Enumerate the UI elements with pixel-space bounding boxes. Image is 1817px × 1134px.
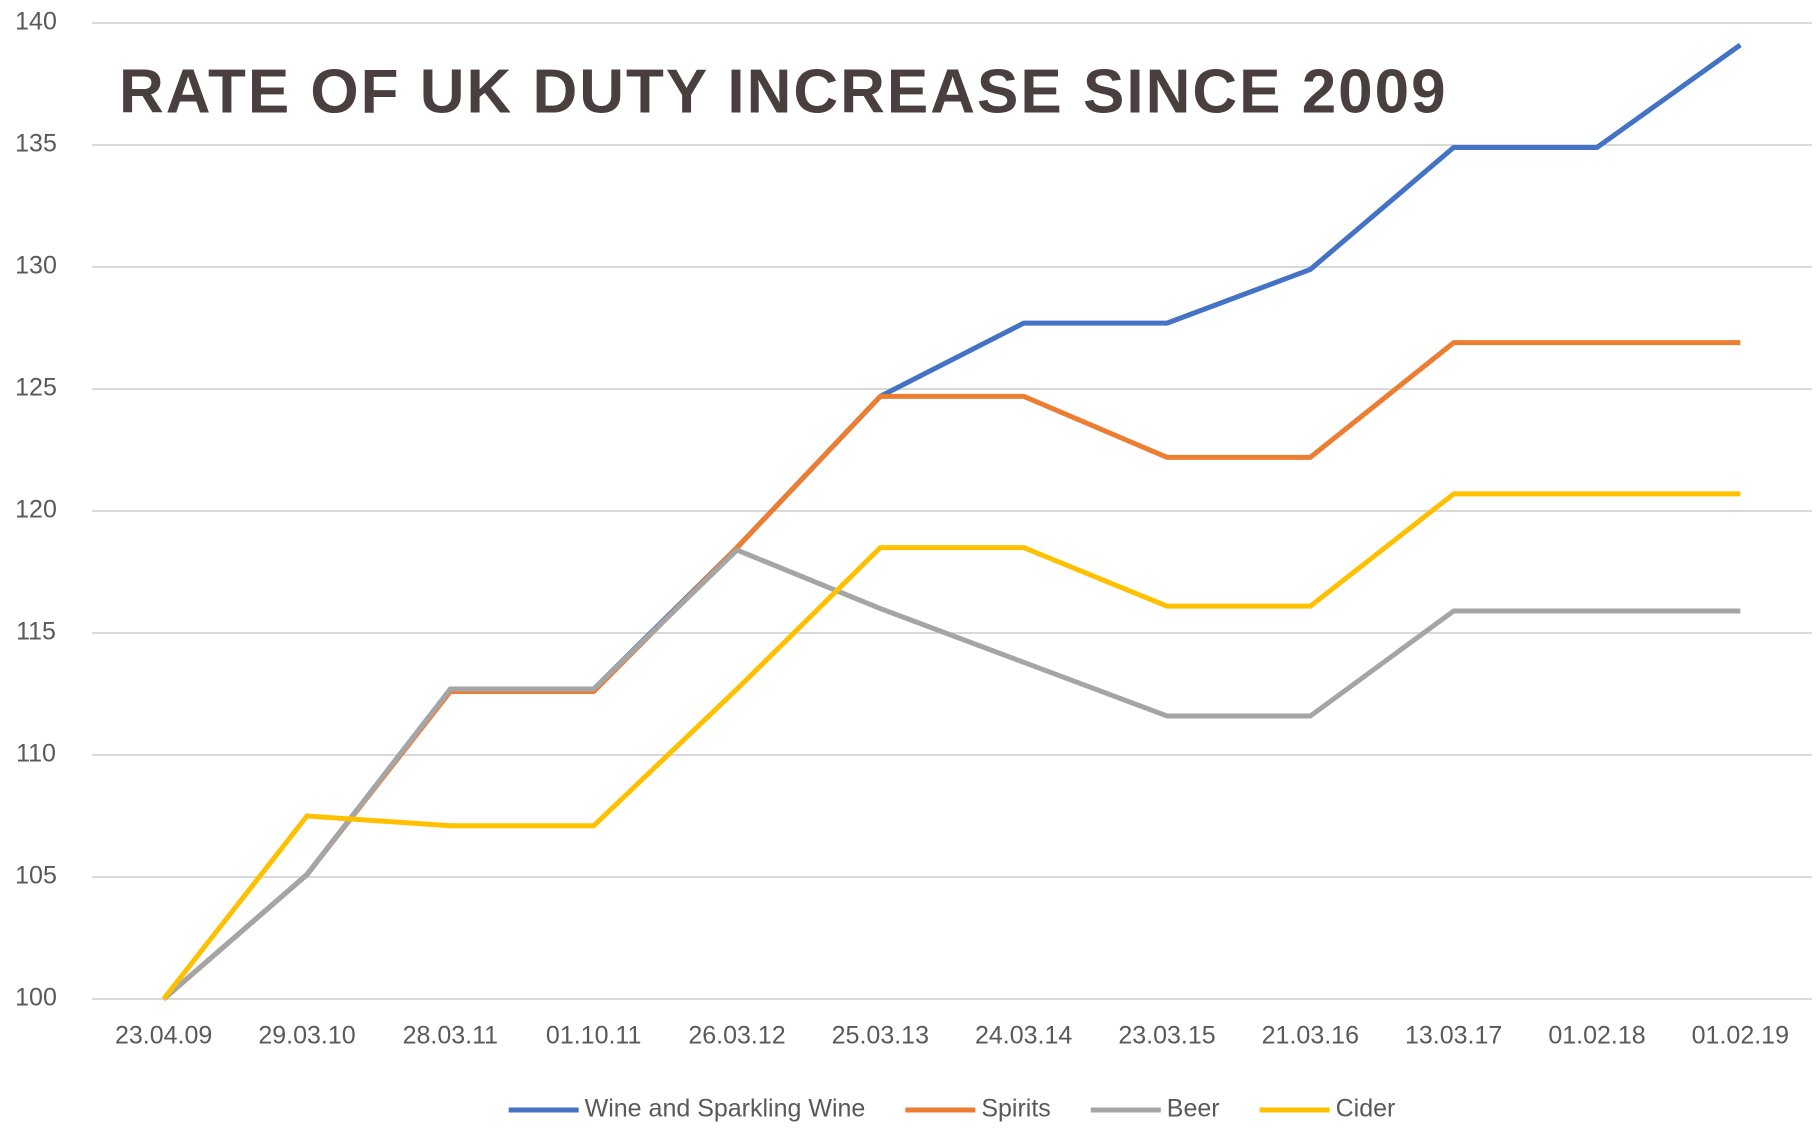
grid <box>92 22 1812 1000</box>
x-tick-label: 13.03.17 <box>1405 1022 1502 1050</box>
series-line <box>162 340 1741 1001</box>
legend-label: Cider <box>1336 1095 1396 1123</box>
y-tick-label: 110 <box>16 740 56 768</box>
y-tick-label: 130 <box>15 252 57 280</box>
y-tick-label: 135 <box>15 130 57 158</box>
series-line <box>162 547 1741 1001</box>
chart-title: RATE OF UK DUTY INCREASE SINCE 2009 <box>119 57 1448 126</box>
x-tick-label: 29.03.10 <box>258 1022 355 1050</box>
lines <box>161 42 1742 1001</box>
y-tick-label: 125 <box>15 374 57 402</box>
y-tick-label: 100 <box>15 984 57 1012</box>
y-tick-label: 115 <box>16 618 56 646</box>
x-tick-label: 25.03.13 <box>832 1022 929 1050</box>
legend-label: Spirits <box>981 1095 1050 1123</box>
legend-label: Wine and Sparkling Wine <box>585 1095 866 1123</box>
legend-item: Wine and Sparkling Wine <box>508 1095 866 1123</box>
legend-item: Beer <box>1090 1095 1220 1123</box>
x-tick-label: 23.04.09 <box>115 1022 212 1050</box>
x-tick-label: 01.02.19 <box>1692 1022 1789 1050</box>
x-tick-label: 23.03.15 <box>1118 1022 1215 1050</box>
legend-label: Beer <box>1167 1095 1220 1123</box>
legend-item: Spirits <box>905 1095 1051 1123</box>
legend: Wine and Sparkling Wine Spirits Beer Cider <box>508 1095 1396 1123</box>
x-tick-label: 26.03.12 <box>688 1022 785 1050</box>
series-line <box>162 42 1742 1001</box>
x-tick-label: 21.03.16 <box>1262 1022 1359 1050</box>
x-tick-label: 24.03.14 <box>975 1022 1072 1050</box>
series-line <box>161 491 1741 1001</box>
x-tick-label: 28.03.11 <box>403 1022 498 1050</box>
legend-item: Cider <box>1259 1095 1396 1123</box>
y-tick-label: 105 <box>15 862 57 890</box>
x-tick-label: 01.02.18 <box>1548 1022 1645 1050</box>
x-tick-label: 01.10.11 <box>546 1022 641 1050</box>
y-tick-label: 140 <box>15 8 57 36</box>
y-tick-label: 120 <box>15 496 57 524</box>
